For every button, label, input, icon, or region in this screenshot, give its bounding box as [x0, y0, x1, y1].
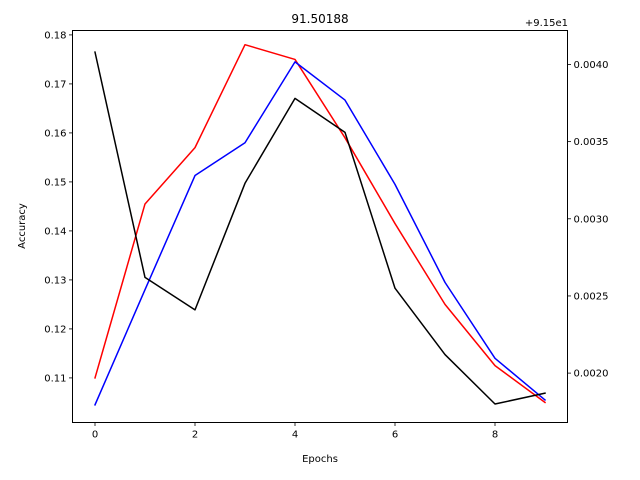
series-layer: [94, 43, 547, 406]
series-line-2: [94, 61, 547, 406]
right-axis-offset-label: +9.15e1: [525, 18, 568, 29]
series-line-1: [94, 43, 547, 404]
plot-frame: [72, 30, 568, 423]
x-tick-label: 4: [292, 430, 298, 441]
y-tick-label: 0.18: [44, 30, 66, 41]
y-tick-label: 0.11: [44, 373, 66, 384]
ticks-layer: 0 2 4 6 8 0.11 0.12 0.13 0.14 0.15 0.16 0.17 0.18 0.0…: [44, 30, 608, 440]
y2-tick-label: 0.0020: [574, 369, 609, 380]
y-tick-label: 0.16: [44, 128, 66, 139]
y-tick-label: 0.17: [44, 79, 66, 90]
y2-tick-label: 0.0040: [574, 60, 609, 71]
series-line-3: [94, 51, 546, 405]
x-tick-label: 8: [492, 430, 498, 441]
x-axis-label: Epochs: [302, 454, 338, 465]
x-tick-label: 6: [392, 430, 398, 441]
y-tick-label: 0.15: [44, 177, 66, 188]
y2-tick-label: 0.0030: [574, 214, 609, 225]
y-tick-label: 0.14: [44, 226, 66, 237]
chart-title: 91.50188: [291, 12, 348, 26]
y-axis-label: Accuracy: [17, 203, 28, 249]
x-tick-label: 0: [92, 430, 98, 441]
x-tick-label: 2: [192, 430, 198, 441]
y2-tick-label: 0.0025: [574, 291, 609, 302]
y2-tick-label: 0.0035: [574, 137, 609, 148]
y-tick-label: 0.13: [44, 275, 66, 286]
y-tick-label: 0.12: [44, 324, 66, 335]
